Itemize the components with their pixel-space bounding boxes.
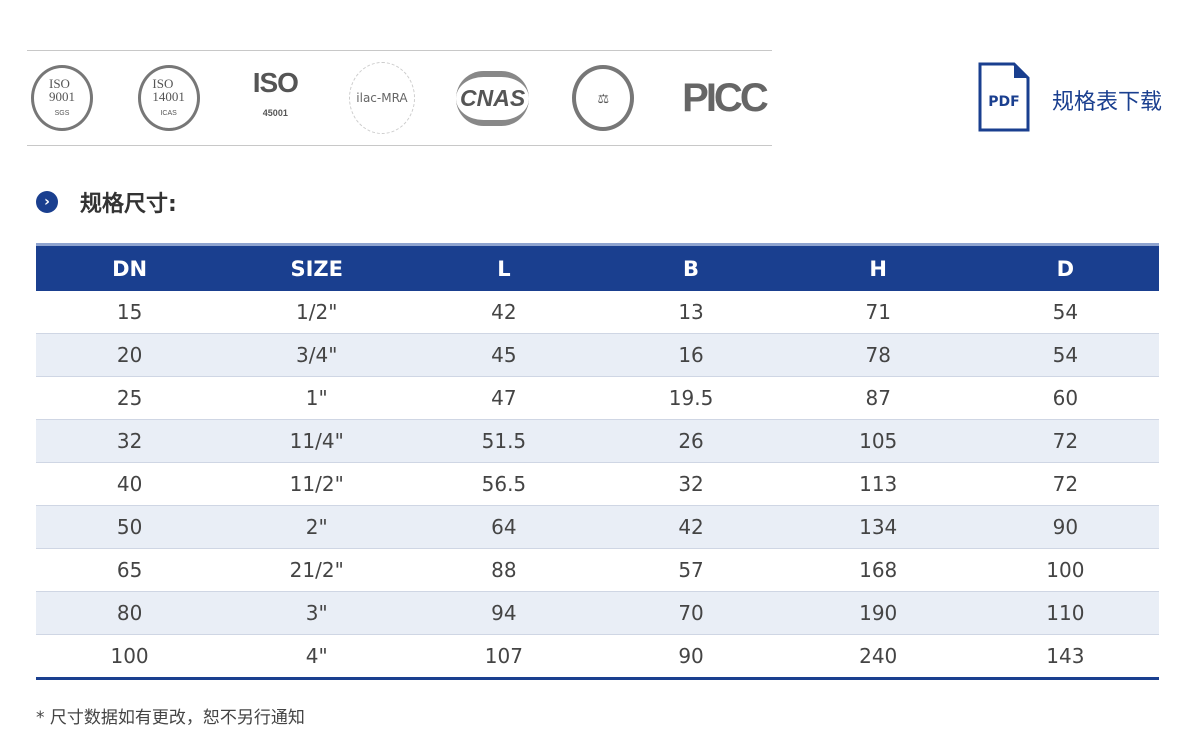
table-cell: 32 bbox=[597, 462, 785, 506]
pdf-file-icon[interactable]: PDF bbox=[978, 62, 1030, 132]
table-cell: 25 bbox=[36, 376, 224, 420]
table-row: 15 1/2" 42 13 71 54 bbox=[36, 291, 1159, 334]
table-cell: 13 bbox=[597, 291, 785, 334]
table-cell: 50 bbox=[36, 505, 224, 549]
table-cell: 240 bbox=[784, 634, 972, 680]
table-cell: 71 bbox=[784, 291, 972, 334]
section-heading: › 规格尺寸: bbox=[36, 186, 177, 218]
table-cell: 47 bbox=[410, 376, 598, 420]
picc-logo: PICC bbox=[682, 75, 769, 120]
table-cell: 78 bbox=[784, 333, 972, 377]
column-header: L bbox=[410, 243, 598, 291]
health-seal-logo: ⚖ bbox=[567, 62, 639, 134]
table-cell: 105 bbox=[784, 419, 972, 463]
table-cell: 110 bbox=[971, 591, 1159, 635]
table-cell: 42 bbox=[410, 291, 598, 334]
table-cell: 11/2" bbox=[223, 462, 411, 506]
table-cell: 88 bbox=[410, 548, 598, 592]
table-cell: 90 bbox=[597, 634, 785, 680]
table-cell: 134 bbox=[784, 505, 972, 549]
section-title: 规格尺寸: bbox=[80, 192, 177, 217]
table-cell: 32 bbox=[36, 419, 224, 463]
divider bbox=[27, 145, 772, 146]
table-cell: 190 bbox=[784, 591, 972, 635]
table-cell: 168 bbox=[784, 548, 972, 592]
table-cell: 19.5 bbox=[597, 376, 785, 420]
table-cell: 1" bbox=[223, 376, 411, 420]
table-cell: 2" bbox=[223, 505, 411, 549]
table-cell: 90 bbox=[971, 505, 1159, 549]
table-cell: 11/4" bbox=[223, 419, 411, 463]
iso45001-logo-text: ISO 45001 bbox=[252, 67, 298, 118]
divider bbox=[27, 50, 772, 51]
table-row: 80 3" 94 70 190 110 bbox=[36, 591, 1159, 635]
column-header: H bbox=[784, 243, 972, 291]
table-cell: 42 bbox=[597, 505, 785, 549]
table-cell: 57 bbox=[597, 548, 785, 592]
table-cell: 87 bbox=[784, 376, 972, 420]
table-cell: 94 bbox=[410, 591, 598, 635]
ilac-mra-logo: ilac-MRA bbox=[346, 62, 418, 134]
iso9001-logo: ISO 9001 SGS bbox=[26, 62, 98, 134]
table-cell: 16 bbox=[597, 333, 785, 377]
table-cell: 3" bbox=[223, 591, 411, 635]
spec-download-link[interactable]: 规格表下载 bbox=[1052, 90, 1163, 115]
table-cell: 107 bbox=[410, 634, 598, 680]
table-cell: 4" bbox=[223, 634, 411, 680]
column-header: SIZE bbox=[223, 243, 411, 291]
iso45001-logo: ISO 45001 bbox=[239, 62, 311, 134]
table-cell: 21/2" bbox=[223, 548, 411, 592]
disclaimer-note: * 尺寸数据如有更改，恕不另行通知 bbox=[36, 708, 305, 728]
table-row: 25 1" 47 19.5 87 60 bbox=[36, 376, 1159, 420]
table-cell: 56.5 bbox=[410, 462, 598, 506]
table-cell: 64 bbox=[410, 505, 598, 549]
table-cell: 60 bbox=[971, 376, 1159, 420]
pdf-icon-text: PDF bbox=[988, 94, 1019, 110]
column-header: B bbox=[597, 243, 785, 291]
table-cell: 113 bbox=[784, 462, 972, 506]
certification-logos: ISO 9001 SGS ISO 14001 ICAS ISO 45001 ilac-M… bbox=[20, 56, 780, 140]
table-row: 50 2" 64 42 134 90 bbox=[36, 505, 1159, 549]
iso14001-logo: ISO 14001 ICAS bbox=[133, 62, 205, 134]
table-cell: 143 bbox=[971, 634, 1159, 680]
table-cell: 54 bbox=[971, 291, 1159, 334]
table-cell: 1/2" bbox=[223, 291, 411, 334]
table-cell: 51.5 bbox=[410, 419, 598, 463]
table-cell: 20 bbox=[36, 333, 224, 377]
table-cell: 40 bbox=[36, 462, 224, 506]
chevron-right-icon: › bbox=[36, 191, 58, 213]
table-cell: 3/4" bbox=[223, 333, 411, 377]
table-header-row: DN SIZE L B H D bbox=[36, 243, 1159, 291]
table-cell: 15 bbox=[36, 291, 224, 334]
table-row: 20 3/4" 45 16 78 54 bbox=[36, 333, 1159, 377]
table-cell: 26 bbox=[597, 419, 785, 463]
table-cell: 100 bbox=[971, 548, 1159, 592]
table-cell: 72 bbox=[971, 419, 1159, 463]
column-header: DN bbox=[36, 243, 224, 291]
spec-table: DN SIZE L B H D 15 1/2" 42 13 71 54 20 3/4" 45 16 78 54 2… bbox=[36, 243, 1159, 680]
table-row: 40 11/2" 56.5 32 113 72 bbox=[36, 462, 1159, 506]
table-cell: 45 bbox=[410, 333, 598, 377]
column-header: D bbox=[971, 243, 1159, 291]
table-row: 100 4" 107 90 240 143 bbox=[36, 634, 1159, 680]
table-cell: 80 bbox=[36, 591, 224, 635]
table-cell: 72 bbox=[971, 462, 1159, 506]
table-row: 65 21/2" 88 57 168 100 bbox=[36, 548, 1159, 592]
table-cell: 70 bbox=[597, 591, 785, 635]
table-cell: 65 bbox=[36, 548, 224, 592]
table-row: 32 11/4" 51.5 26 105 72 bbox=[36, 419, 1159, 463]
table-cell: 54 bbox=[971, 333, 1159, 377]
cnas-logo: CNAS bbox=[453, 62, 533, 134]
table-cell: 100 bbox=[36, 634, 224, 680]
